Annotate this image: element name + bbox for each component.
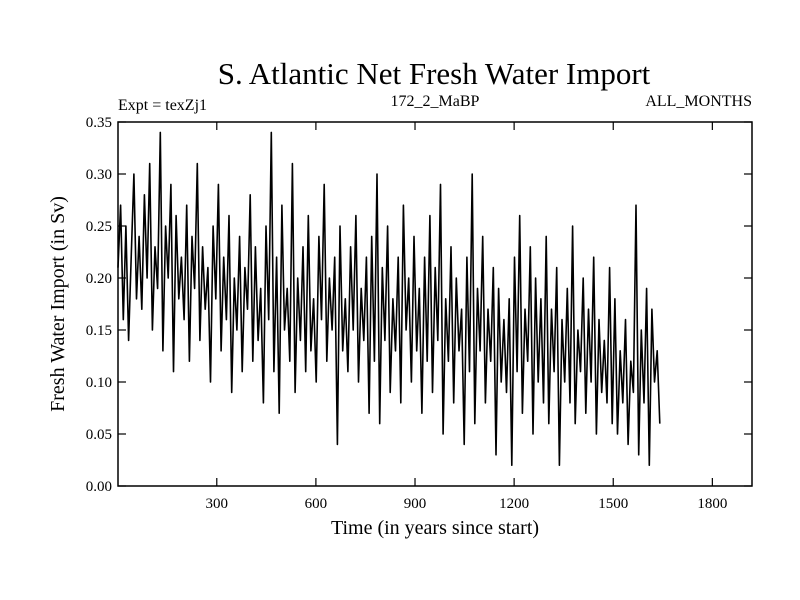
y-tick-label: 0.15 (86, 323, 112, 339)
x-tick-label: 1800 (697, 496, 727, 512)
series-group (117, 131, 661, 467)
plot-frame (117, 121, 753, 487)
x-tick-label: 300 (206, 496, 229, 512)
y-tick-label: 0.10 (86, 375, 112, 391)
x-tick-label: 900 (404, 496, 427, 512)
series-line (117, 131, 661, 467)
experiment-label: Expt = texZj1 (118, 97, 207, 114)
y-tick-label: 0.20 (86, 271, 112, 287)
chart-title: S. Atlantic Net Fresh Water Import (218, 56, 651, 91)
x-tick-label: 600 (305, 496, 328, 512)
y-tick-label: 0.25 (86, 219, 112, 235)
y-tick-label: 0.35 (86, 115, 112, 131)
y-tick-label: 0.00 (86, 479, 112, 495)
y-axis-label: Fresh Water Import (in Sv) (47, 196, 69, 412)
y-tick-label: 0.30 (86, 167, 112, 183)
x-tick-label: 1500 (598, 496, 628, 512)
y-tick-label: 0.05 (86, 427, 112, 443)
run-label: 172_2_MaBP (391, 93, 480, 110)
months-label: ALL_MONTHS (645, 93, 752, 110)
x-axis-label: Time (in years since start) (331, 517, 539, 539)
x-tick-label: 1200 (499, 496, 529, 512)
